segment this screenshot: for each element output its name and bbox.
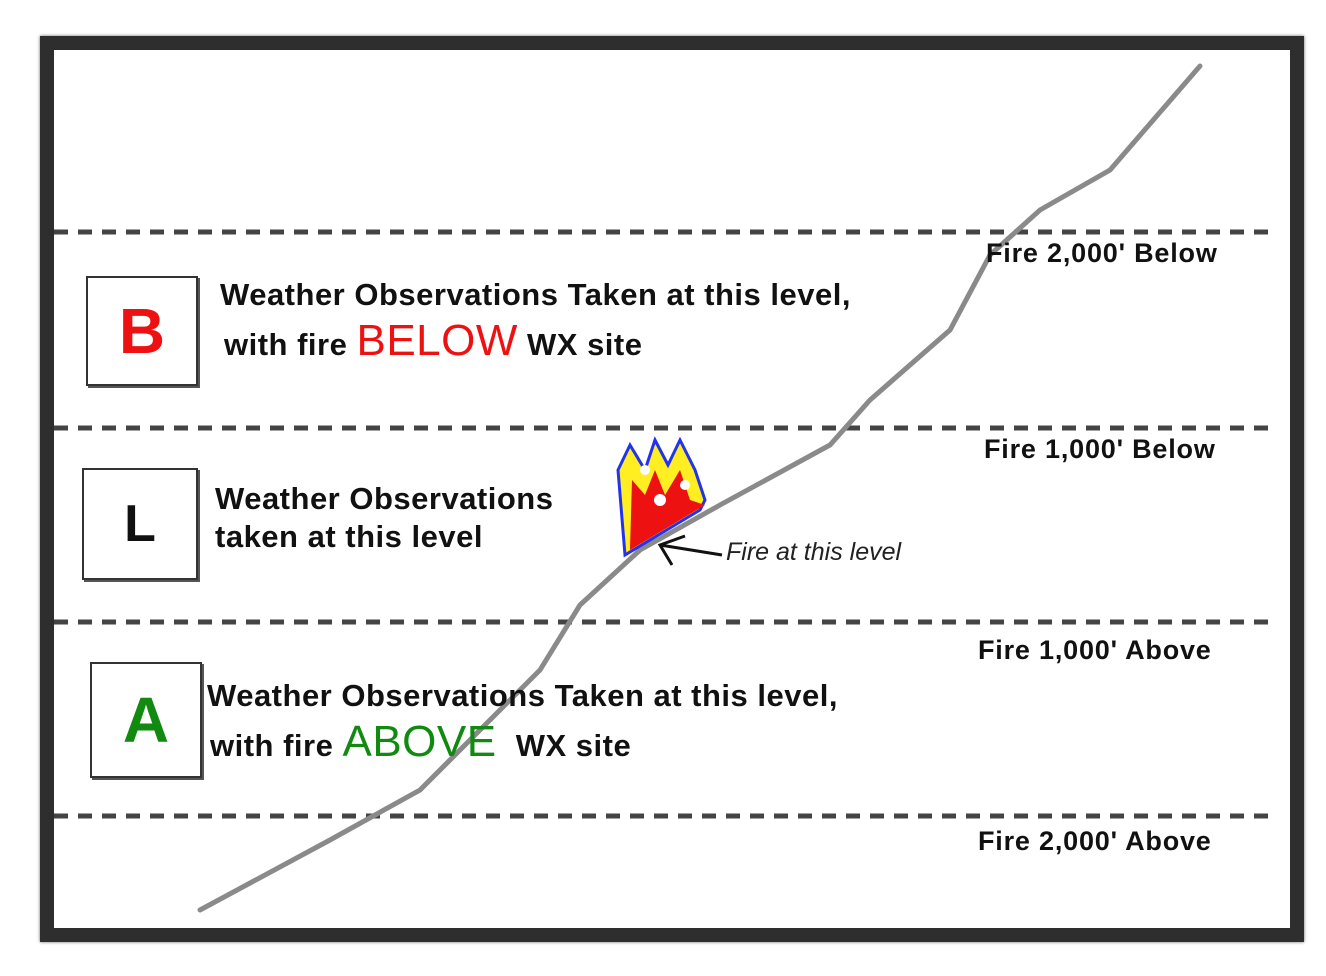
level-b-line2-post: WX site	[527, 327, 643, 362]
level-box-a: A	[90, 662, 202, 778]
level-b-line1: Weather Observations Taken at this level…	[220, 277, 851, 312]
level-box-b: B	[86, 276, 198, 386]
level-a-emphasis: ABOVE	[342, 717, 497, 766]
level-a-line1: Weather Observations Taken at this level…	[207, 678, 838, 713]
level-l-description: Weather Observations taken at this level	[215, 480, 553, 556]
level-label-fire-1000-above: Fire 1,000' Above	[978, 635, 1212, 665]
level-label-fire-2000-below: Fire 2,000' Below	[986, 238, 1218, 268]
arrow-icon	[657, 534, 723, 566]
level-a-line2-pre: with fire	[210, 728, 334, 763]
level-label-fire-1000-below: Fire 1,000' Below	[984, 434, 1216, 464]
level-a-line2-post: WX site	[515, 728, 632, 763]
level-label-fire-2000-above: Fire 2,000' Above	[978, 826, 1212, 856]
terrain-slope	[197, 63, 1203, 913]
level-b-description: Weather Observations Taken at this level…	[220, 272, 851, 368]
flame-icon	[616, 436, 707, 558]
level-box-l: L	[82, 468, 198, 580]
level-l-line1: Weather Observations	[215, 481, 554, 516]
level-b-emphasis: BELOW	[356, 316, 518, 365]
level-l-line2: taken at this level	[215, 519, 483, 554]
level-b-line2-pre: with fire	[224, 327, 348, 362]
fire-at-this-level-note: Fire at this level	[726, 538, 902, 566]
level-a-description: Weather Observations Taken at this level…	[207, 673, 838, 769]
